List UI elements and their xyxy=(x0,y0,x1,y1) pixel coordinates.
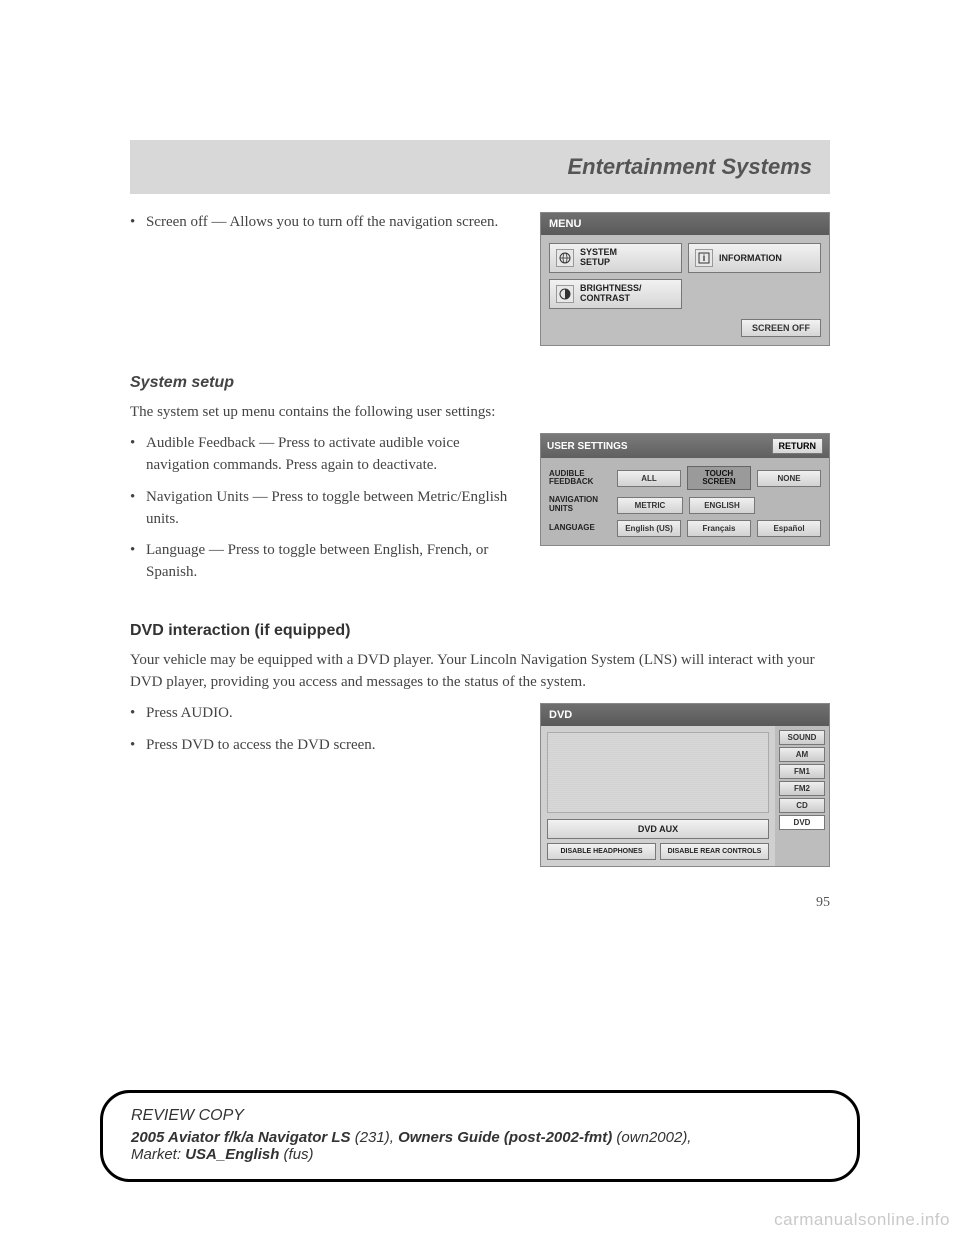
page-number: 95 xyxy=(130,895,830,911)
user-settings-screenshot: USER SETTINGS RETURN AUDIBLE FEEDBACK AL… xyxy=(540,433,830,546)
audible-touch-button[interactable]: TOUCH SCREEN xyxy=(687,466,751,490)
bullet-language: Language — Press to toggle between Engli… xyxy=(130,540,522,584)
audible-all-button[interactable]: ALL xyxy=(617,470,681,487)
information-button[interactable]: i INFORMATION xyxy=(688,243,821,273)
audible-none-button[interactable]: NONE xyxy=(757,470,821,487)
dvd-button[interactable]: DVD xyxy=(779,815,825,830)
bullet-screen-off: Screen off — Allows you to turn off the … xyxy=(130,212,522,234)
english-button[interactable]: ENGLISH xyxy=(689,497,755,514)
lang-es-button[interactable]: Español xyxy=(757,520,821,537)
bullet-audible: Audible Feedback — Press to activate aud… xyxy=(130,433,522,477)
lang-en-button[interactable]: English (US) xyxy=(617,520,681,537)
footer-review: REVIEW COPY xyxy=(131,1107,829,1125)
menu-title: MENU xyxy=(541,213,829,235)
brightness-label: BRIGHTNESS/ CONTRAST xyxy=(580,284,642,304)
return-button[interactable]: RETURN xyxy=(772,438,824,454)
fm2-button[interactable]: FM2 xyxy=(779,781,825,796)
dvd-title: DVD xyxy=(541,704,829,726)
header-title: Entertainment Systems xyxy=(567,154,812,179)
system-setup-intro: The system set up menu contains the foll… xyxy=(130,402,830,424)
bullet-press-audio: Press AUDIO. xyxy=(130,703,522,725)
information-label: INFORMATION xyxy=(719,253,782,263)
sound-button[interactable]: SOUND xyxy=(779,730,825,745)
metric-button[interactable]: METRIC xyxy=(617,497,683,514)
language-label: LANGUAGE xyxy=(549,524,611,533)
globe-icon xyxy=(556,249,574,267)
cd-button[interactable]: CD xyxy=(779,798,825,813)
user-settings-title: USER SETTINGS xyxy=(547,441,628,452)
bullet-press-dvd: Press DVD to access the DVD screen. xyxy=(130,735,522,757)
footer-line3: Market: USA_English (fus) xyxy=(131,1146,829,1163)
svg-text:i: i xyxy=(703,253,706,263)
fm1-button[interactable]: FM1 xyxy=(779,764,825,779)
footer-box: REVIEW COPY 2005 Aviator f/k/a Navigator… xyxy=(100,1090,860,1182)
disable-headphones-button[interactable]: DISABLE HEADPHONES xyxy=(547,843,656,860)
audible-label: AUDIBLE FEEDBACK xyxy=(549,470,611,488)
contrast-icon xyxy=(556,285,574,303)
lang-fr-button[interactable]: Français xyxy=(687,520,751,537)
brightness-button[interactable]: BRIGHTNESS/ CONTRAST xyxy=(549,279,682,309)
system-setup-label: SYSTEM SETUP xyxy=(580,248,617,268)
footer-line2: 2005 Aviator f/k/a Navigator LS (231), O… xyxy=(131,1129,829,1146)
system-setup-heading: System setup xyxy=(130,374,830,392)
navunits-label: NAVIGATION UNITS xyxy=(549,496,611,514)
disable-rear-button[interactable]: DISABLE REAR CONTROLS xyxy=(660,843,769,860)
bullet-nav-units: Navigation Units — Press to toggle betwe… xyxy=(130,487,522,531)
dvd-para: Your vehicle may be equipped with a DVD … xyxy=(130,650,830,694)
system-setup-button[interactable]: SYSTEM SETUP xyxy=(549,243,682,273)
header-band: Entertainment Systems xyxy=(130,140,830,194)
menu-screenshot: MENU SYSTEM SETUP i xyxy=(540,212,830,346)
dvd-display-area xyxy=(547,732,769,813)
watermark: carmanualsonline.info xyxy=(774,1210,950,1230)
dvd-screenshot: DVD DVD AUX DISABLE HEADPHONES DISABLE R… xyxy=(540,703,830,867)
dvd-aux-button[interactable]: DVD AUX xyxy=(547,819,769,839)
am-button[interactable]: AM xyxy=(779,747,825,762)
screen-off-button[interactable]: SCREEN OFF xyxy=(741,319,821,337)
info-icon: i xyxy=(695,249,713,267)
dvd-heading: DVD interaction (if equipped) xyxy=(130,622,830,640)
